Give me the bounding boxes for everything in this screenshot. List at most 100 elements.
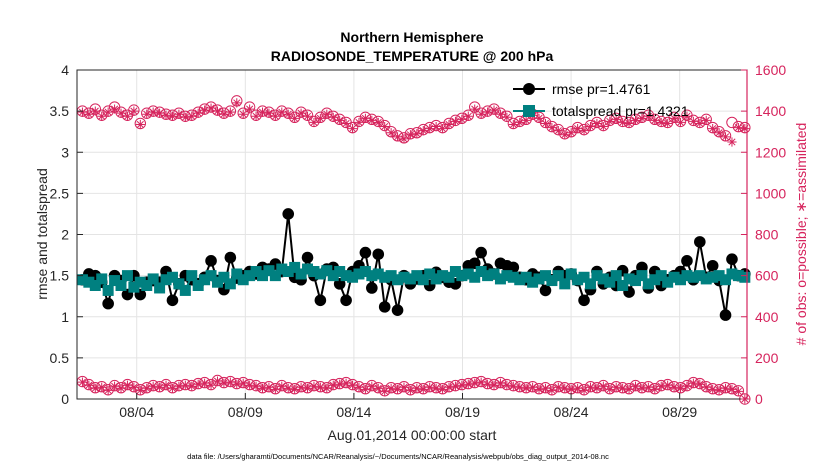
obs-assimilated-marker [90,106,100,116]
rmse-point [166,294,179,307]
spread-point [147,273,159,285]
legend: rmse pr=1.4761 totalspread pr=1.4321 [513,81,689,119]
obs-assimilated-marker [193,108,203,118]
obs-low-assimilated-marker [695,379,705,389]
obs-assimilated-marker [605,116,615,127]
obs-low-assimilated-marker [708,384,718,394]
obs-assimilated-marker [309,117,319,128]
obs-low-assimilated-marker [251,381,261,391]
spread-point [649,274,661,286]
obs-low-assimilated-marker [566,384,576,394]
spread-point [675,274,687,286]
obs-assimilated-marker [122,111,133,121]
spread-point [623,273,635,285]
obs-assimilated-marker [238,109,248,119]
spread-point [237,274,249,286]
spread-point [173,278,185,290]
obs-assimilated-marker [701,115,711,125]
rmse-point [578,294,590,307]
spread-point [552,270,564,282]
spread-point [372,268,384,280]
obs-assimilated-marker [643,111,653,121]
obs-assimilated-marker [322,109,332,119]
obs-low-assimilated-marker [380,386,390,396]
obs-low-assimilated-marker [560,383,570,393]
spread-point [141,279,153,291]
obs-assimilated-marker [412,129,422,139]
obs-possible-marker [726,116,738,129]
obs-assimilated-marker [335,115,345,125]
obs-low-assimilated-marker [573,383,583,393]
rmse-point [205,255,217,267]
obs-assimilated-marker [482,107,493,117]
obs-low-assimilated-marker [675,383,686,393]
obs-assimilated-marker [534,113,544,123]
obs-assimilated-marker [187,111,197,121]
spread-point [96,273,108,285]
spread-point [83,276,95,288]
spread-point [642,278,654,290]
spread-point [340,270,352,282]
spread-point [211,276,223,288]
y-right-tick-label: 1000 [755,185,786,201]
obs-low-assimilated-marker [425,382,435,392]
obs-assimilated-marker [437,124,448,134]
spread-point [353,268,365,280]
obs-low-assimilated-marker [180,380,190,390]
spread-point [302,263,314,275]
obs-low-assimilated-marker [392,384,403,394]
obs-assimilated-marker [392,132,403,142]
obs-assimilated-marker [386,128,396,138]
obs-low-assimilated-marker [521,383,531,393]
obs-low-assimilated-marker [225,377,235,387]
obs-low-assimilated-marker [116,383,126,393]
spread-point [154,282,166,294]
obs-assimilated-marker [547,122,557,133]
rmse-point [706,259,719,272]
obs-low-assimilated-marker [335,379,345,389]
spread-point [263,265,275,277]
spread-point [501,270,513,282]
obs-assimilated-marker [200,105,210,115]
obs-assimilated-marker [354,117,364,128]
obs-assimilated-marker [489,105,499,115]
rmse-point [694,236,706,248]
obs-low-assimilated-marker [167,383,178,393]
obs-low-assimilated-marker [129,382,139,392]
spread-point [572,274,584,286]
obs-low-assimilated-marker [122,380,133,390]
obs-low-assimilated-marker [528,382,538,392]
y-left-tick-label: 1.5 [50,268,70,284]
obs-low-assimilated-marker [592,383,602,393]
y-right-tick-label: 600 [755,268,779,284]
obs-low-assimilated-marker [450,381,461,391]
spread-point [256,270,268,282]
spread-point [276,263,288,275]
spread-point [128,281,140,293]
spread-point [630,275,642,287]
y-left-tick-label: 3 [61,144,69,160]
obs-low-assimilated-marker [637,383,647,393]
spread-point [385,270,397,282]
spread-point [514,274,526,286]
obs-low-assimilated-marker [502,380,512,390]
obs-assimilated-marker [630,115,641,125]
spread-point [713,270,725,282]
spread-point [456,270,468,282]
y-axis-right-label: # of obs: o=possible; ∗=assimilated [793,123,809,346]
y-left-tick-label: 2 [61,227,69,243]
obs-low-assimilated-marker [540,383,551,393]
obs-assimilated-marker [695,118,705,129]
obs-low-assimilated-marker [238,378,248,388]
obs-low-assimilated-marker [219,378,229,388]
obs-assimilated-marker [219,109,229,119]
y-left-tick-label: 2.5 [50,185,70,201]
obs-assimilated-marker [457,114,467,124]
obs-low-assimilated-marker [437,384,448,394]
obs-low-assimilated-marker [476,377,486,387]
y-right-tick-label: 1600 [755,62,786,78]
obs-low-assimilated-marker [682,381,692,391]
obs-low-assimilated-marker [386,383,396,393]
obs-low-assimilated-marker [515,382,525,392]
obs-assimilated-marker [135,119,145,130]
